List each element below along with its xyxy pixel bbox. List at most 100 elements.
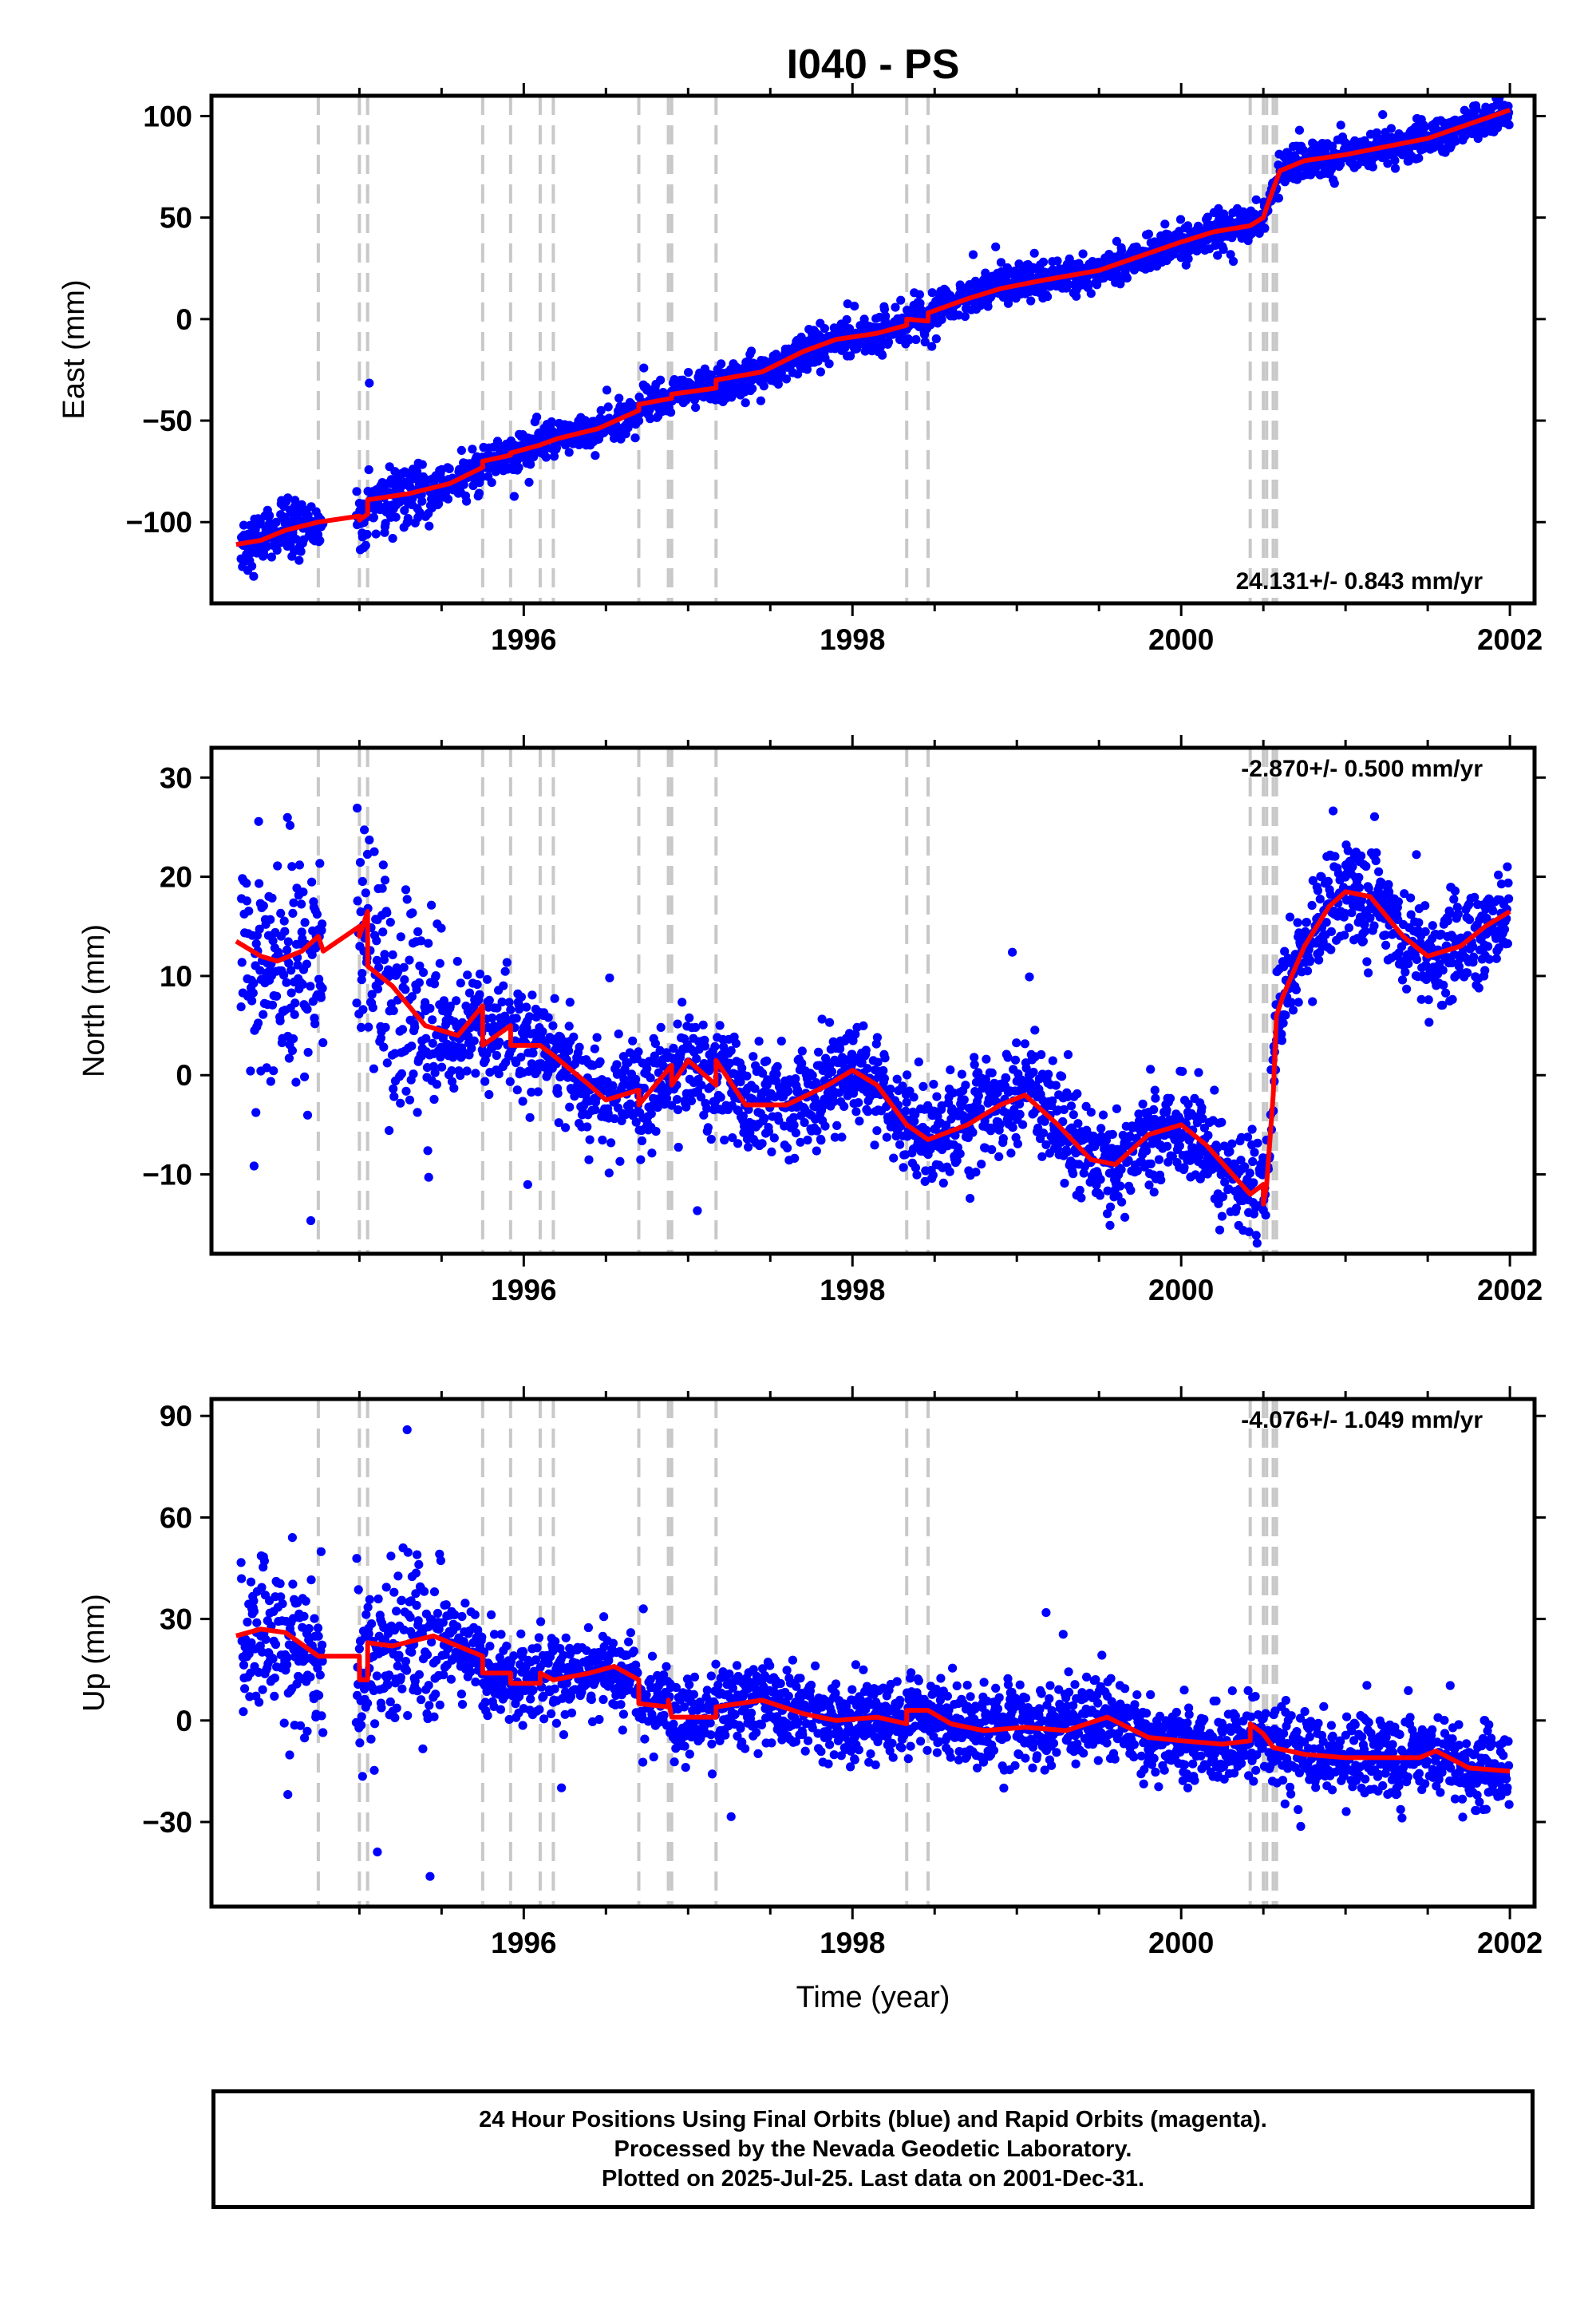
data-point <box>646 1109 656 1119</box>
data-point <box>938 1178 948 1188</box>
plot-area <box>235 96 1514 603</box>
data-point <box>284 958 294 968</box>
data-point <box>715 1021 725 1030</box>
data-point <box>1063 1049 1073 1060</box>
data-point <box>1219 209 1229 219</box>
data-point <box>352 487 361 496</box>
data-point <box>1414 918 1424 927</box>
data-point <box>1344 923 1353 933</box>
data-point <box>783 1143 792 1152</box>
data-point <box>920 337 930 347</box>
data-point <box>725 1058 735 1068</box>
data-point <box>1231 1203 1241 1213</box>
data-point <box>533 1087 543 1097</box>
data-point <box>931 334 941 344</box>
data-point <box>816 1136 826 1145</box>
data-point <box>1496 879 1507 889</box>
data-point <box>288 1034 298 1044</box>
data-point <box>762 1056 772 1065</box>
data-point <box>1144 1180 1154 1190</box>
data-point <box>482 974 492 984</box>
data-point <box>1015 1099 1025 1109</box>
data-point <box>494 1069 504 1079</box>
data-point <box>842 314 851 325</box>
data-point <box>1468 942 1478 951</box>
data-point <box>667 1101 677 1110</box>
data-point <box>882 1132 891 1142</box>
data-point <box>1163 1141 1172 1151</box>
data-point <box>637 1136 647 1146</box>
data-point <box>389 1092 399 1101</box>
y-tick-label: 50 <box>160 202 192 235</box>
data-point <box>1116 1164 1126 1174</box>
data-point <box>290 1010 299 1019</box>
data-point <box>397 1069 406 1078</box>
data-point <box>1383 159 1393 168</box>
data-point <box>272 991 282 1001</box>
data-point <box>469 1036 479 1045</box>
data-point <box>1020 1039 1029 1049</box>
data-point <box>1329 806 1338 816</box>
data-point <box>549 452 559 461</box>
data-point <box>1286 998 1296 1007</box>
data-point <box>316 993 326 1002</box>
data-point <box>1105 1202 1116 1211</box>
data-point <box>612 1060 622 1069</box>
data-point <box>1038 1128 1049 1138</box>
data-point <box>970 1060 979 1069</box>
data-point <box>364 1022 373 1032</box>
data-point <box>802 365 812 374</box>
data-point <box>1441 988 1451 998</box>
data-point <box>957 1069 966 1079</box>
data-point <box>541 453 551 462</box>
data-point <box>1073 1089 1082 1099</box>
data-point <box>678 998 687 1007</box>
data-point <box>290 496 300 505</box>
data-point <box>1008 947 1017 957</box>
data-point <box>1484 954 1494 964</box>
data-point <box>1081 1101 1091 1111</box>
data-point <box>444 464 454 474</box>
data-point <box>863 1064 872 1073</box>
data-point <box>728 1133 737 1143</box>
data-point <box>266 915 275 924</box>
data-point <box>315 536 325 545</box>
data-point <box>306 982 315 991</box>
data-point <box>1160 219 1170 229</box>
data-point <box>376 1034 385 1043</box>
data-point <box>896 1121 906 1131</box>
data-point <box>1010 1055 1021 1065</box>
data-point <box>1504 894 1514 903</box>
data-point <box>781 374 792 384</box>
data-point <box>590 1044 599 1053</box>
data-point <box>673 1019 682 1029</box>
data-point <box>1274 193 1283 203</box>
data-point <box>1095 1191 1105 1200</box>
data-point <box>1291 985 1301 994</box>
y-tick-label: −50 <box>142 405 192 437</box>
data-point <box>506 1005 516 1014</box>
data-point <box>1112 1104 1121 1113</box>
data-point <box>1228 256 1238 267</box>
data-point <box>302 1005 312 1014</box>
data-point <box>1427 943 1436 952</box>
data-point <box>1240 1162 1250 1172</box>
data-point <box>527 990 537 1000</box>
data-point <box>471 1069 480 1078</box>
data-point <box>626 1099 635 1109</box>
data-point <box>1012 1038 1021 1048</box>
data-point <box>904 335 915 345</box>
x-tick-label: 1998 <box>820 623 885 656</box>
data-point <box>591 451 600 460</box>
data-point <box>569 1032 579 1041</box>
data-point <box>248 988 258 998</box>
data-point <box>1059 1105 1069 1114</box>
data-point <box>1406 893 1416 903</box>
data-point <box>360 825 369 835</box>
data-point <box>303 1048 313 1057</box>
data-point <box>1025 972 1034 982</box>
data-point <box>565 998 575 1007</box>
data-point <box>554 1118 563 1128</box>
data-point <box>413 927 423 937</box>
